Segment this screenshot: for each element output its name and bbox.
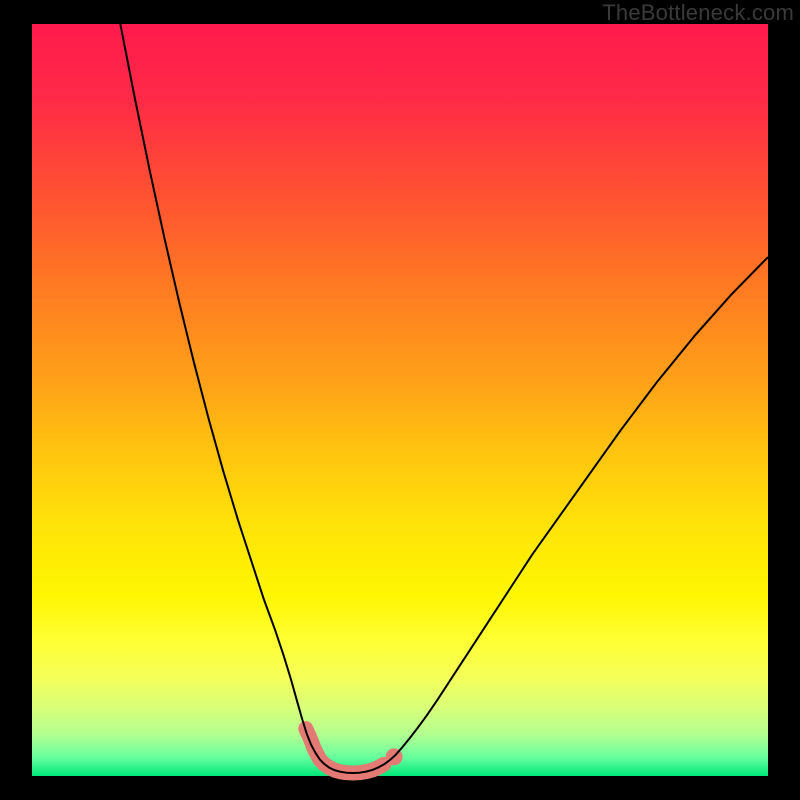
bottleneck-chart — [0, 0, 800, 800]
stage: TheBottleneck.com — [0, 0, 800, 800]
watermark-text: TheBottleneck.com — [602, 0, 794, 26]
